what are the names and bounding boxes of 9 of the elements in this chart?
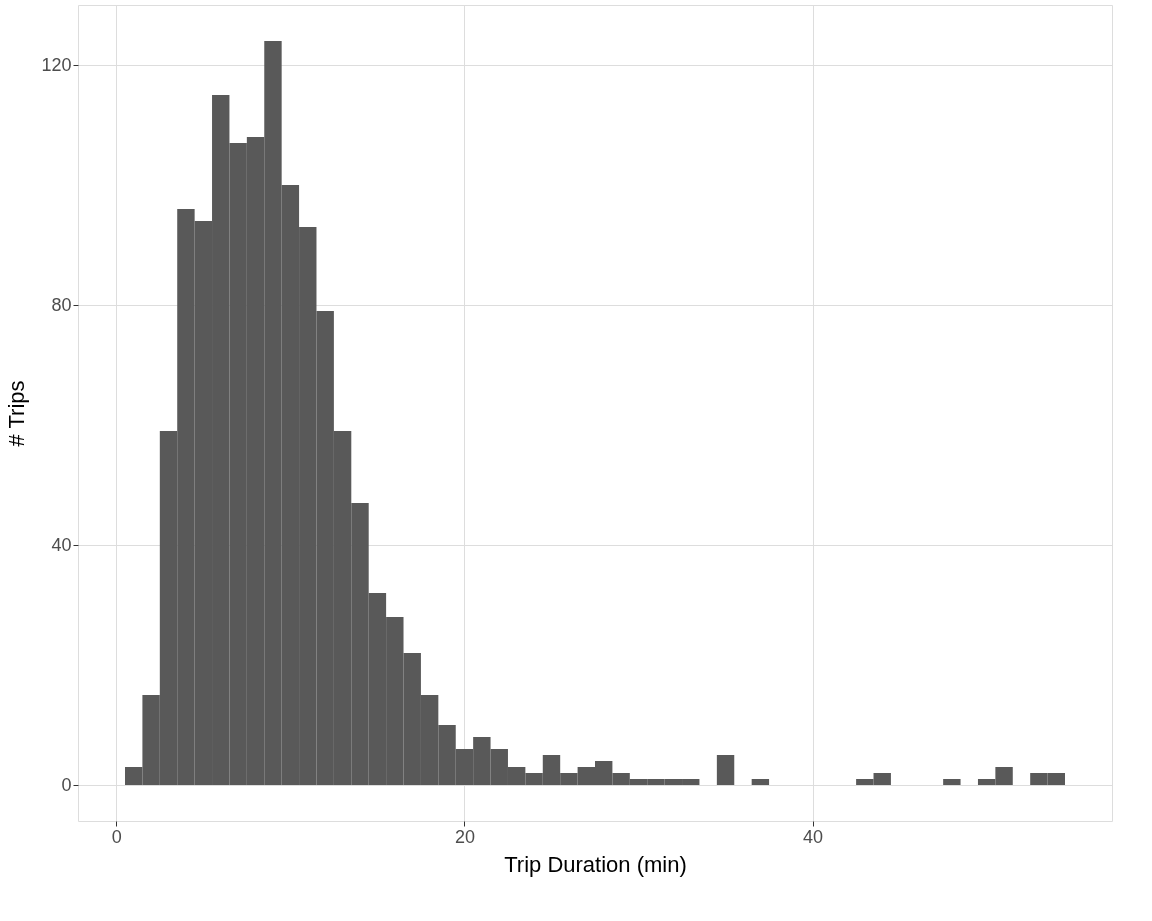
x-axis-title: Trip Duration (min) (504, 851, 687, 877)
x-tick-label: 40 (803, 826, 824, 847)
y-tick-label: 40 (51, 534, 72, 555)
x-tick-label: 20 (454, 826, 475, 847)
y-tick-label: 0 (61, 774, 72, 795)
x-tick-label: 0 (111, 826, 122, 847)
y-tick-label: 80 (51, 294, 72, 315)
y-tick-label: 120 (41, 54, 72, 75)
y-axis-title: # Trips (4, 380, 30, 447)
